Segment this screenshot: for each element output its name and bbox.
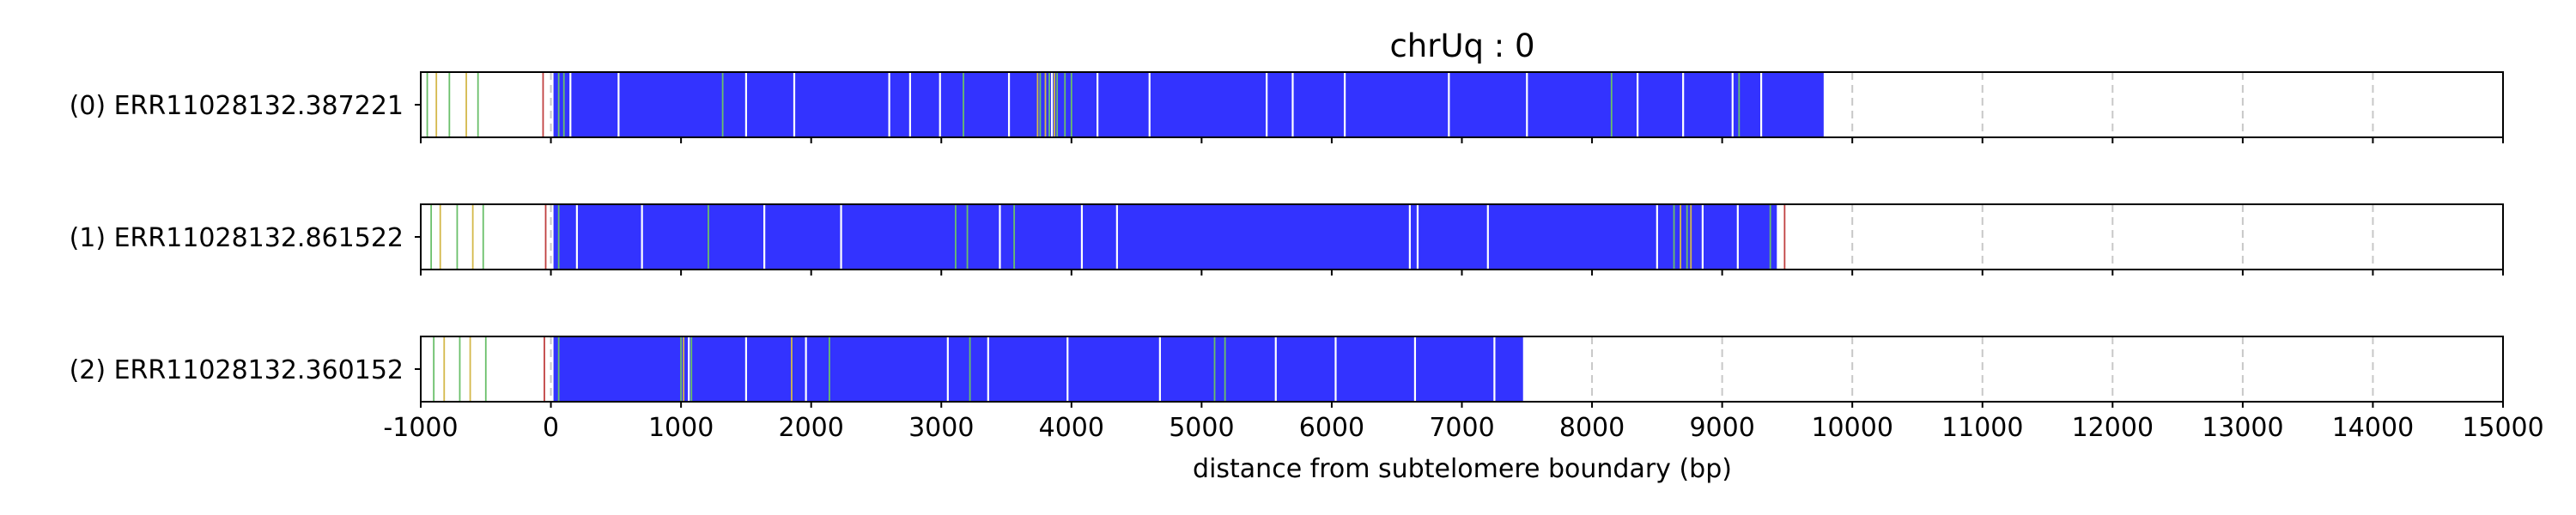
x-tick-label: 8000	[1559, 413, 1625, 443]
x-tick-label: 2000	[779, 413, 844, 443]
read-track-1: (1) ERR11028132.861522	[70, 203, 2504, 276]
repeat-block	[553, 72, 1824, 137]
x-axis: -1000 0 1000 2000 3000 4000 5000 6000 7000 8000 90…	[383, 413, 2543, 443]
read-tracks: (0) ERR11028132.387221 (1) ERR11028132.86…	[70, 71, 2504, 408]
x-tick-label: 1000	[648, 413, 714, 443]
x-tick-label: 6000	[1299, 413, 1364, 443]
x-tick-label: -1000	[383, 413, 458, 443]
read-label: (2) ERR11028132.360152	[70, 355, 404, 385]
repeat-block	[553, 204, 1777, 270]
x-tick-label: 4000	[1039, 413, 1104, 443]
x-tick-label: 0	[543, 413, 559, 443]
x-tick-label: 7000	[1429, 413, 1494, 443]
read-label: (1) ERR11028132.861522	[70, 223, 404, 253]
chart-title: chrUq : 0	[1389, 27, 1534, 64]
read-track-0: (0) ERR11028132.387221	[70, 71, 2504, 143]
x-tick-label: 15000	[2462, 413, 2543, 443]
x-tick-label: 3000	[908, 413, 974, 443]
x-tick-label: 14000	[2332, 413, 2414, 443]
x-tick-label: 5000	[1169, 413, 1234, 443]
read-label: (0) ERR11028132.387221	[70, 91, 404, 121]
repeat-block	[553, 336, 1523, 402]
x-tick-label: 11000	[1941, 413, 2023, 443]
x-tick-label: 12000	[2072, 413, 2154, 443]
x-axis-label: distance from subtelomere boundary (bp)	[1193, 454, 1732, 484]
x-tick-label: 9000	[1689, 413, 1754, 443]
read-track-2: (2) ERR11028132.360152	[70, 336, 2504, 408]
x-tick-label: 13000	[2202, 413, 2283, 443]
x-tick-label: 10000	[1811, 413, 1893, 443]
